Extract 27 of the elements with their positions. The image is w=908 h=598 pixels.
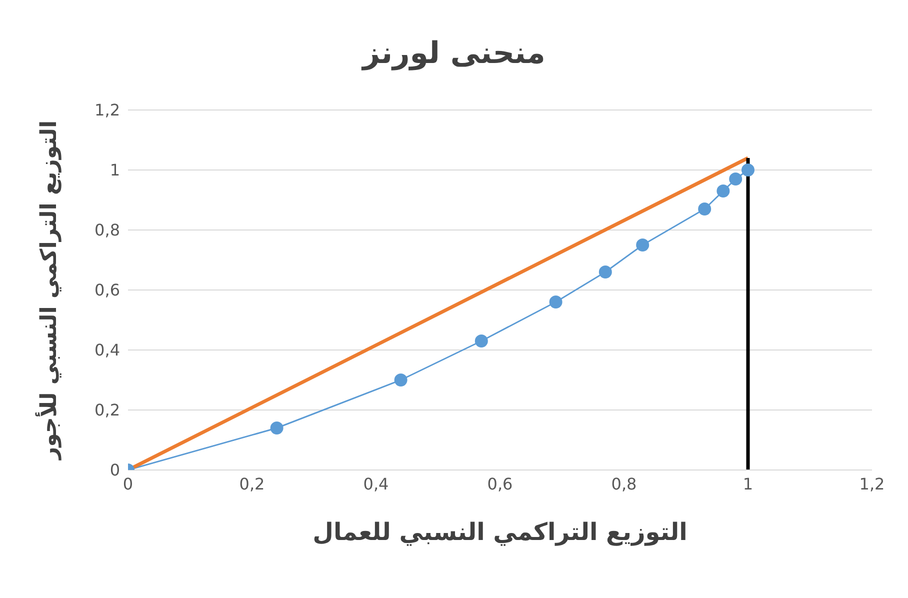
point — [698, 202, 712, 216]
x-tick-label: 1,2 — [859, 474, 885, 494]
y-tick-label: 0,4 — [94, 340, 120, 360]
y-tick-label: 1 — [110, 160, 120, 180]
x-tick-label: 1 — [742, 474, 754, 494]
y-tick-label: 0,2 — [94, 400, 120, 420]
y-tick-label: 1,2 — [94, 100, 120, 120]
x-tick-label: 0,8 — [611, 474, 637, 494]
x-axis-title: التوزيع التراكمي النسبي للعمال — [312, 518, 688, 546]
point — [636, 238, 650, 252]
x-tick-label: 0,6 — [487, 474, 513, 494]
point — [394, 374, 408, 386]
point — [270, 422, 284, 434]
y-tick-label: 0,8 — [94, 220, 120, 240]
x-tick-label: 0,2 — [239, 474, 265, 494]
point — [598, 266, 612, 278]
y-tick-label: 0,6 — [94, 280, 120, 300]
point — [742, 164, 754, 176]
y-axis-title: التوزيع التراكمي النسبي للأجور — [34, 120, 62, 461]
x-tick-label: 0 — [122, 474, 134, 494]
y-tick-label: 0 — [110, 460, 120, 480]
point — [549, 296, 562, 308]
point — [729, 172, 742, 186]
point — [474, 334, 488, 348]
point — [716, 184, 730, 198]
x-tick-label: 0,4 — [363, 474, 389, 494]
chart-title: منحنى لورنز — [360, 36, 546, 71]
